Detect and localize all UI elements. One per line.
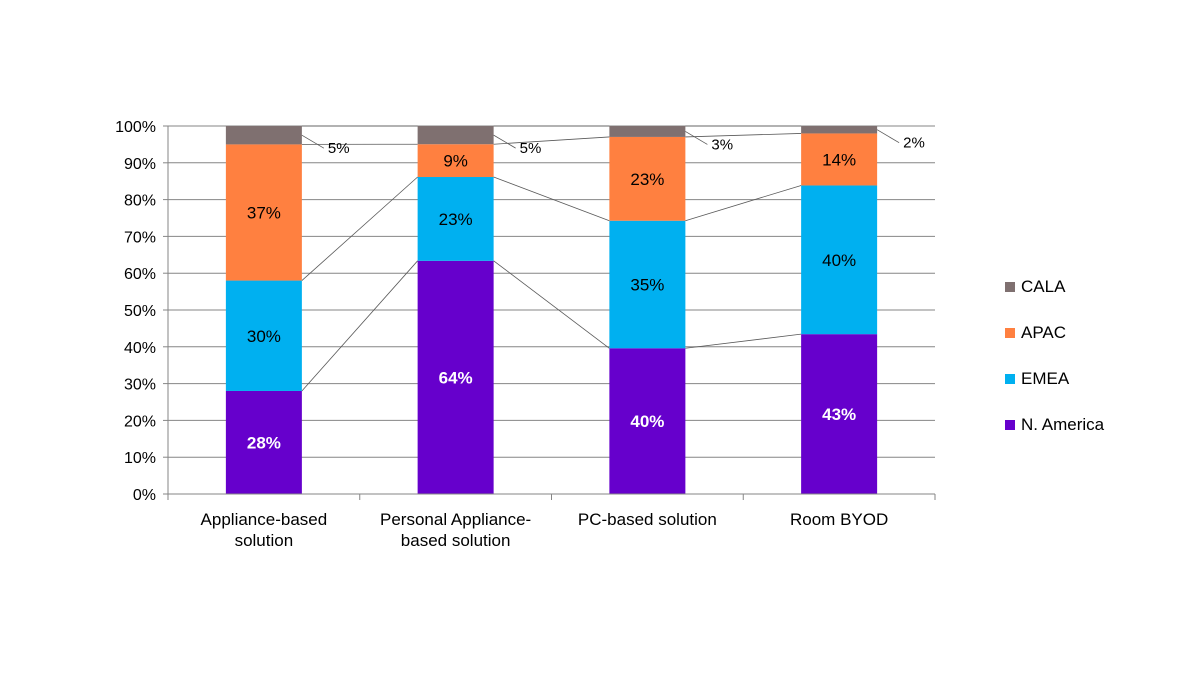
data-label: 40% bbox=[630, 412, 664, 431]
data-label: 9% bbox=[443, 152, 468, 171]
legend: CALA APAC EMEA N. America bbox=[1005, 277, 1105, 434]
callout-leader bbox=[301, 134, 325, 149]
data-label: 37% bbox=[247, 203, 281, 222]
bar-segment bbox=[417, 144, 494, 178]
x-tick-label: PC-based solution bbox=[578, 510, 717, 529]
series-line-n-america bbox=[301, 260, 418, 392]
axis-layer: 0% 10% 20% 30% 40% 50% 60% 70% 80% 90% 100% Applian… bbox=[115, 119, 936, 550]
bar-segment bbox=[225, 144, 302, 281]
bar-segment bbox=[609, 348, 686, 494]
connector-layer bbox=[301, 125, 802, 392]
callout-leader bbox=[685, 131, 708, 145]
y-tick-label: 100% bbox=[115, 119, 156, 136]
callout-leader bbox=[493, 134, 516, 149]
legend-label: N. America bbox=[1021, 415, 1105, 434]
data-label: 23% bbox=[439, 210, 473, 229]
y-tick-label: 90% bbox=[124, 156, 156, 173]
legend-swatch bbox=[1005, 328, 1015, 338]
bar-segment bbox=[225, 390, 302, 494]
y-tick-label: 40% bbox=[124, 340, 156, 357]
bar-segment bbox=[225, 126, 302, 145]
data-label: 14% bbox=[822, 150, 856, 169]
label-layer: 28% 30% 37% 5% 64% 23% 9% 5% 40% 35% 23% 3% 43% 40% 14… bbox=[247, 129, 925, 452]
series-line-emea bbox=[685, 185, 802, 222]
x-tick-label: solution bbox=[235, 531, 294, 550]
bar-segment bbox=[609, 126, 686, 137]
data-label: 28% bbox=[247, 433, 281, 452]
series-line-emea bbox=[301, 176, 418, 281]
data-label: 40% bbox=[822, 251, 856, 270]
legend-swatch bbox=[1005, 282, 1015, 292]
y-tick-label: 50% bbox=[124, 303, 156, 320]
legend-swatch bbox=[1005, 420, 1015, 430]
bar-segment bbox=[801, 185, 878, 335]
series-line-n-america bbox=[493, 260, 610, 349]
data-label: 23% bbox=[630, 170, 664, 189]
y-tick-label: 80% bbox=[124, 193, 156, 210]
bar-segment bbox=[609, 220, 686, 349]
bar-segment bbox=[417, 177, 494, 261]
data-label: 64% bbox=[439, 368, 473, 387]
data-label: 43% bbox=[822, 405, 856, 424]
series-line-apac bbox=[493, 136, 610, 145]
x-tick-label: Room BYOD bbox=[790, 510, 888, 529]
data-label: 5% bbox=[328, 140, 350, 157]
bar-segment bbox=[801, 133, 878, 186]
bar-segment bbox=[801, 334, 878, 494]
series-line-apac bbox=[685, 133, 802, 138]
x-tick-label: based solution bbox=[401, 531, 511, 550]
bar-segment bbox=[417, 260, 494, 494]
series-line-n-america bbox=[685, 333, 802, 349]
callout-leader bbox=[876, 129, 900, 144]
data-label: 3% bbox=[711, 136, 733, 153]
x-tick-label: Appliance-based bbox=[201, 510, 328, 529]
bar-segment bbox=[801, 126, 878, 134]
data-label: 5% bbox=[520, 140, 542, 157]
y-tick-label: 70% bbox=[124, 229, 156, 246]
legend-label: APAC bbox=[1021, 323, 1066, 342]
y-tick-label: 0% bbox=[133, 487, 156, 504]
bar-segment bbox=[417, 126, 494, 145]
legend-swatch bbox=[1005, 374, 1015, 384]
data-label: 2% bbox=[903, 135, 925, 152]
bar-segment bbox=[609, 136, 686, 221]
y-tick-label: 10% bbox=[124, 450, 156, 467]
y-tick-label: 20% bbox=[124, 413, 156, 430]
x-tick-label: Personal Appliance- bbox=[380, 510, 531, 529]
y-tick-label: 60% bbox=[124, 266, 156, 283]
series-line-emea bbox=[493, 176, 610, 222]
bar-layer bbox=[225, 126, 878, 494]
y-tick-label: 30% bbox=[124, 377, 156, 394]
bar-segment bbox=[225, 280, 302, 391]
legend-label: EMEA bbox=[1021, 369, 1070, 388]
data-label: 35% bbox=[630, 275, 664, 294]
data-label: 30% bbox=[247, 327, 281, 346]
legend-label: CALA bbox=[1021, 277, 1066, 296]
